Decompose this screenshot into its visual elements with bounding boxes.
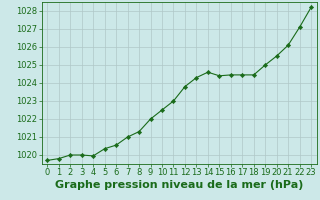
X-axis label: Graphe pression niveau de la mer (hPa): Graphe pression niveau de la mer (hPa) (55, 180, 303, 190)
